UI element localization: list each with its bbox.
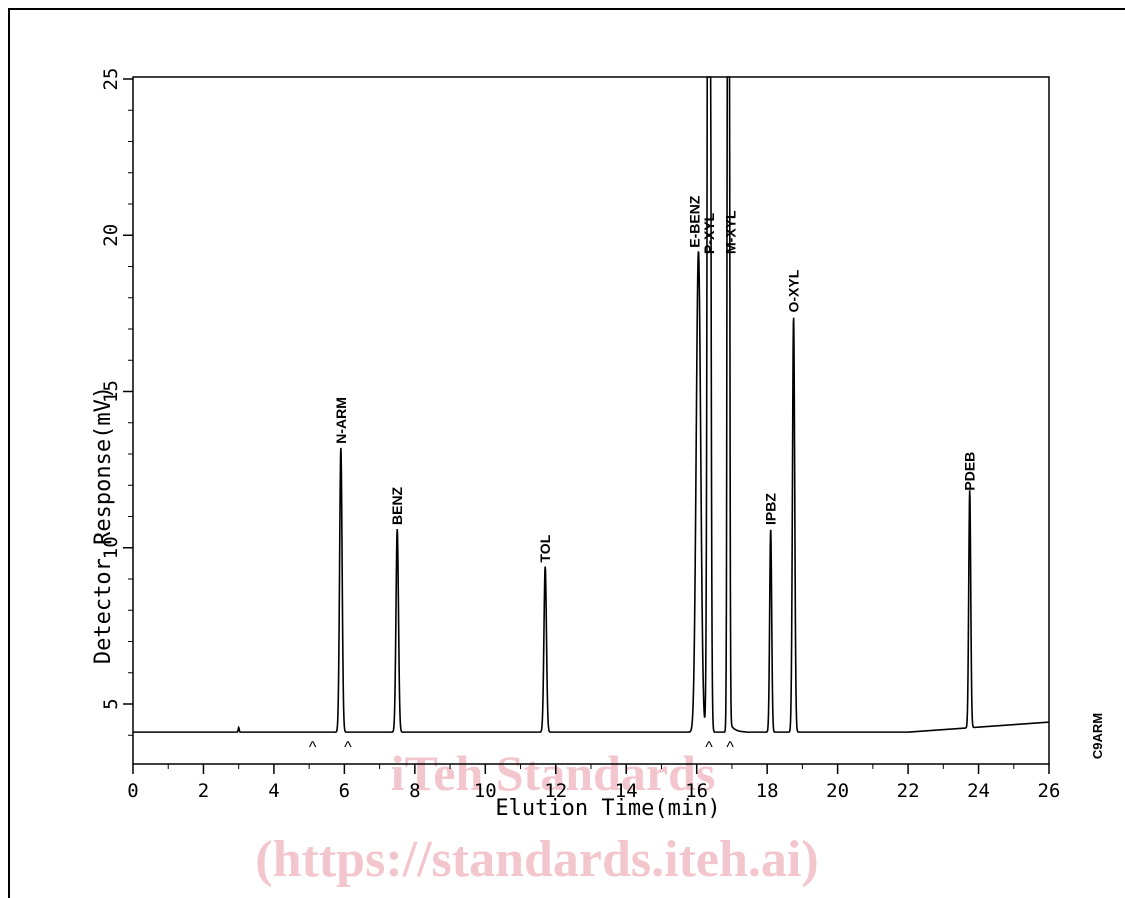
plot-area: [132, 76, 1050, 765]
peak-label-benz: BENZ: [389, 486, 405, 525]
x-tick-label: 12: [544, 780, 567, 802]
x-tick-label: 22: [897, 780, 920, 802]
watermark-line2: (https://standards.iteh.ai): [255, 831, 818, 888]
integration-marker: ^: [344, 739, 352, 756]
y-tick-label: 15: [100, 380, 122, 403]
integration-markers: ^ ^ ^ ^: [309, 739, 734, 756]
integration-marker: ^: [705, 739, 713, 756]
integration-marker: ^: [309, 739, 317, 756]
x-tick-label: 6: [339, 780, 350, 802]
x-tick-label: 4: [268, 780, 279, 802]
x-tick-label: 14: [615, 780, 638, 802]
y-tick-label: 5: [100, 698, 122, 709]
peak-label-ipbz: IPBZ: [763, 493, 779, 525]
peak-label-e-benz: E-BENZ: [687, 195, 703, 248]
x-axis: 0 2 4 6 8 10 12 14 16 18 20 22 24 26: [127, 764, 1060, 802]
x-tick-label: 0: [127, 780, 138, 802]
y-tick-label: 20: [100, 224, 122, 247]
peak-label-m-xyl: M-XYL: [722, 210, 738, 254]
y-axis: 5 10 15 20 25: [100, 68, 133, 736]
x-axis-title: Elution Time(min): [495, 796, 720, 821]
y-tick-label: 10: [100, 536, 122, 559]
x-tick-label: 26: [1038, 780, 1061, 802]
integration-marker: ^: [726, 739, 734, 756]
x-tick-label: 8: [409, 780, 420, 802]
peak-label-pdeb: PDEB: [962, 452, 978, 491]
x-tick-label: 2: [198, 780, 209, 802]
peak-label-n-arm: N-ARM: [333, 397, 349, 444]
figure-frame: [8, 8, 1125, 898]
y-tick-label: 25: [100, 68, 122, 91]
y-axis-title: Detector Response(mV): [91, 386, 116, 664]
peak-label-tol: TOL: [537, 534, 553, 562]
x-tick-label: 18: [756, 780, 779, 802]
x-tick-label: 10: [474, 780, 497, 802]
sample-id-label: C9ARM: [1090, 713, 1105, 759]
peak-label-o-xyl: O-XYL: [786, 269, 802, 312]
peak-label-p-xyl: P-XYL: [701, 212, 717, 254]
x-tick-label: 20: [826, 780, 849, 802]
watermark-line1: iTeh Standards: [391, 745, 716, 801]
chromatogram-trace: [133, 76, 1050, 733]
x-tick-label: 24: [967, 780, 990, 802]
x-tick-label: 16: [685, 780, 708, 802]
